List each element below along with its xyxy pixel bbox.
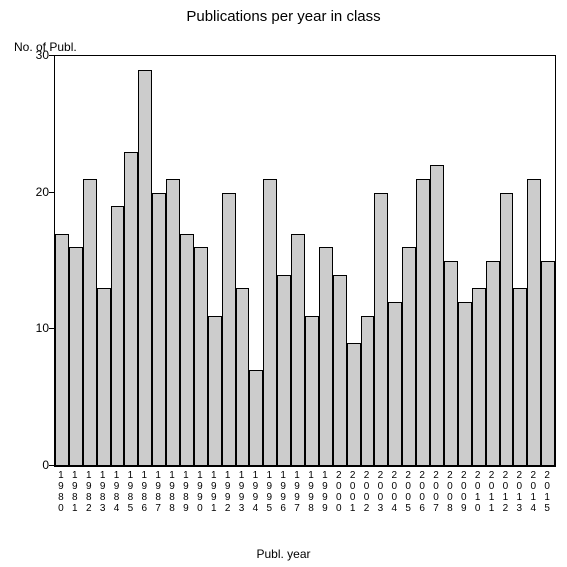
x-tick-label: 1997 [290,466,304,536]
x-tick-label: 2005 [401,466,415,536]
chart-container: Publications per year in class No. of Pu… [0,0,567,567]
bar [374,193,388,466]
bar [124,152,138,466]
x-axis-ticks: 1980198119821983198419851986198719881989… [54,466,554,536]
bar [541,261,555,466]
bar [500,193,514,466]
bar [97,288,111,466]
y-axis-ticks: 0102030 [0,55,54,465]
x-tick-label: 1985 [123,466,137,536]
x-tick-label: 2003 [373,466,387,536]
bar [180,234,194,466]
bar [166,179,180,466]
x-tick-label: 2000 [332,466,346,536]
x-tick-label: 2014 [526,466,540,536]
x-tick-label: 1994 [248,466,262,536]
x-tick-label: 2002 [360,466,374,536]
bar [55,234,69,466]
x-tick-label: 2004 [387,466,401,536]
x-tick-label: 1990 [193,466,207,536]
x-tick-label: 1988 [165,466,179,536]
y-tick-label: 0 [42,458,49,472]
x-tick-label: 2010 [471,466,485,536]
x-tick-label: 1982 [82,466,96,536]
x-tick-label: 1999 [318,466,332,536]
y-tick-label: 30 [36,48,49,62]
x-tick-label: 1984 [110,466,124,536]
bar [69,247,83,466]
x-tick-label: 1996 [276,466,290,536]
x-tick-label: 1998 [304,466,318,536]
x-tick-label: 2006 [415,466,429,536]
bar [319,247,333,466]
bar [138,70,152,466]
bar [305,316,319,466]
x-tick-label: 2013 [512,466,526,536]
bar [527,179,541,466]
bar [222,193,236,466]
bar [416,179,430,466]
bar [333,275,347,466]
bar [402,247,416,466]
x-tick-label: 1993 [235,466,249,536]
x-tick-label: 1986 [137,466,151,536]
bar [347,343,361,466]
x-tick-label: 1995 [262,466,276,536]
y-tick-label: 10 [36,321,49,335]
bar [486,261,500,466]
x-tick-label: 1983 [96,466,110,536]
x-tick-label: 1980 [54,466,68,536]
bar [430,165,444,466]
bar [249,370,263,466]
plot-area [54,55,556,467]
x-tick-label: 1991 [207,466,221,536]
chart-title: Publications per year in class [0,8,567,25]
x-tick-label: 2011 [485,466,499,536]
bar [263,179,277,466]
bar [361,316,375,466]
x-tick-label: 2015 [540,466,554,536]
x-axis-label: Publ. year [0,547,567,561]
bar [236,288,250,466]
x-tick-label: 2007 [429,466,443,536]
x-tick-label: 1992 [221,466,235,536]
x-tick-label: 2001 [346,466,360,536]
bars-group [55,56,555,466]
bar [208,316,222,466]
bar [152,193,166,466]
x-tick-label: 2012 [499,466,513,536]
x-tick-label: 2008 [443,466,457,536]
bar [472,288,486,466]
bar [513,288,527,466]
x-tick-label: 1987 [151,466,165,536]
x-tick-label: 2009 [457,466,471,536]
bar [277,275,291,466]
bar [83,179,97,466]
bar [111,206,125,466]
bar [458,302,472,466]
bar [194,247,208,466]
x-tick-label: 1981 [68,466,82,536]
bar [291,234,305,466]
y-tick-label: 20 [36,185,49,199]
x-tick-label: 1989 [179,466,193,536]
bar [388,302,402,466]
bar [444,261,458,466]
